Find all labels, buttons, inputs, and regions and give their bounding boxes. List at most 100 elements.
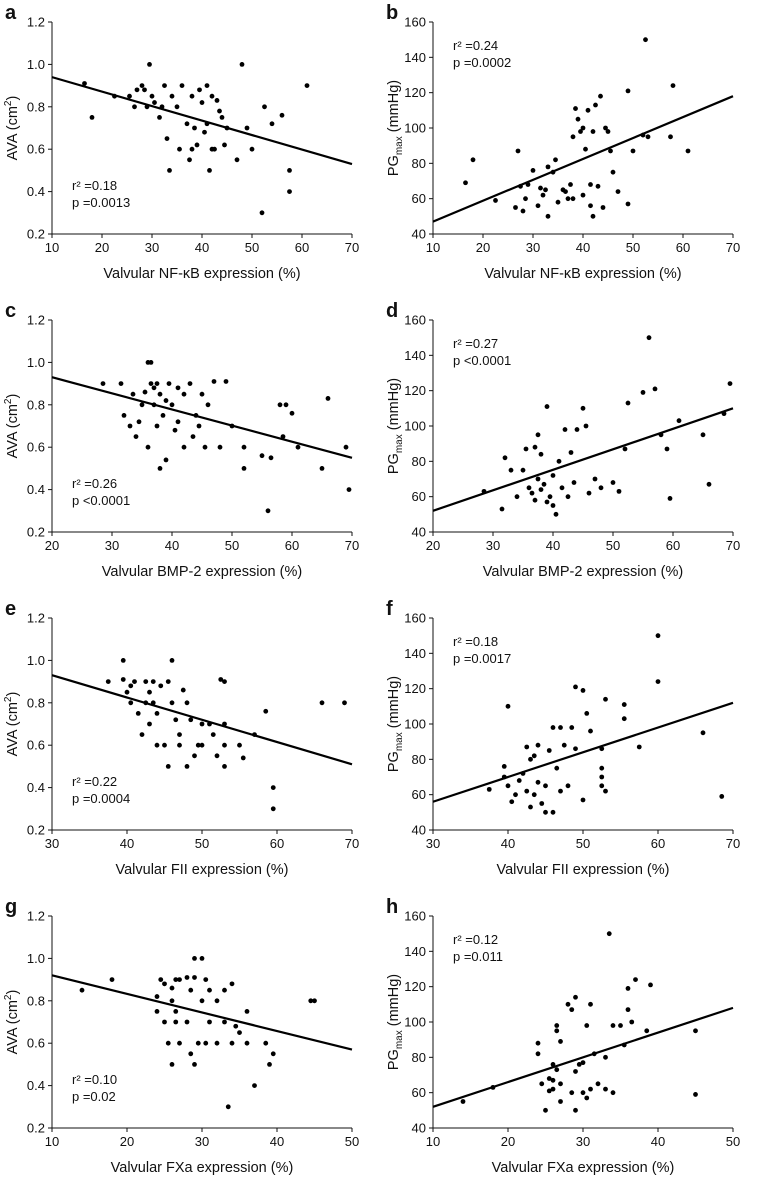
data-point: [603, 788, 608, 794]
data-point: [546, 1088, 552, 1094]
data-point: [608, 148, 613, 154]
y-tick-label: 40: [412, 227, 426, 242]
data-point: [173, 1009, 179, 1014]
x-tick-label: 30: [576, 1134, 590, 1149]
data-point: [546, 748, 552, 753]
data-point: [195, 742, 201, 748]
regression-line: [51, 974, 353, 1051]
data-point: [481, 488, 487, 494]
data-point: [535, 1040, 541, 1046]
data-point: [565, 783, 571, 789]
y-tick-label: 1.2: [27, 909, 45, 924]
y-axis-label-suffix: (mmHg): [386, 378, 402, 434]
y-tick-label: 60: [412, 787, 426, 802]
y-tick-label: 1.0: [27, 355, 45, 370]
data-point: [252, 1083, 257, 1088]
data-point: [556, 458, 562, 464]
data-point: [346, 487, 352, 492]
data-point: [535, 432, 541, 438]
y-tick-label: 0.2: [27, 1121, 45, 1136]
data-point: [188, 987, 194, 993]
data-point: [550, 1062, 556, 1067]
data-point: [169, 998, 175, 1004]
data-point: [583, 423, 589, 429]
data-point: [150, 700, 156, 706]
data-point: [270, 1051, 276, 1057]
data-point: [573, 1069, 578, 1074]
data-point: [149, 93, 155, 99]
regression-line: [51, 376, 353, 459]
data-point: [545, 164, 551, 170]
p-value-label: p =0.0013: [72, 195, 130, 210]
data-point: [158, 977, 164, 982]
data-point: [553, 157, 558, 163]
chart-a: a 0.2 0.4 0.6 0.8 1.0 1.2 10 20 30 40 50 60 70 Valvula…: [3, 2, 359, 282]
data-point: [610, 169, 616, 175]
data-point: [222, 1019, 227, 1025]
data-point: [219, 115, 225, 120]
regression-line: [432, 95, 734, 223]
data-point: [147, 62, 152, 67]
y-tick-label: 100: [404, 1015, 426, 1030]
data-point: [128, 700, 134, 706]
data-point: [625, 986, 631, 991]
data-point: [188, 717, 194, 723]
data-point: [222, 742, 227, 748]
data-point: [196, 423, 202, 429]
data-point: [181, 391, 187, 397]
panel-d: d 40 60 80 100 120 140 160 20 30 40 50 60 70 Valvular …: [381, 298, 762, 596]
data-point: [139, 83, 145, 88]
data-point: [139, 732, 145, 737]
data-point: [280, 434, 286, 439]
data-point: [162, 981, 167, 987]
data-point: [142, 87, 147, 93]
data-point: [600, 205, 606, 210]
x-tick-label: 70: [726, 538, 740, 553]
panel-label: e: [5, 598, 16, 620]
panel-g: g 0.2 0.4 0.6 0.8 1.0 1.2 10 20 30 40 50 Valvular FX…: [0, 894, 381, 1192]
data-point: [524, 788, 530, 794]
data-point: [162, 742, 167, 748]
data-point: [648, 982, 653, 988]
panel-c: c 0.2 0.4 0.6 0.8 1.0 1.2 20 30 40 50 60 70 Valvular …: [0, 298, 381, 596]
data-point: [195, 1040, 201, 1046]
data-point: [229, 423, 235, 429]
data-point: [535, 742, 541, 748]
data-point: [134, 87, 140, 93]
x-tick-label: 10: [426, 240, 440, 255]
data-point: [152, 100, 157, 105]
data-point: [558, 1039, 563, 1044]
data-point: [505, 703, 511, 709]
data-point: [569, 1090, 575, 1096]
data-point: [289, 410, 295, 416]
data-point: [520, 771, 526, 776]
data-point: [518, 183, 523, 189]
data-point: [543, 783, 548, 789]
data-point: [203, 977, 209, 982]
data-point: [486, 786, 492, 792]
data-point: [244, 1040, 250, 1046]
data-point: [523, 196, 528, 202]
data-point: [147, 721, 152, 727]
data-point: [190, 434, 196, 439]
data-point: [580, 405, 586, 411]
y-tick-label: 80: [412, 156, 426, 171]
data-point: [585, 107, 591, 113]
data-point: [513, 792, 518, 798]
data-point: [210, 732, 216, 737]
data-point: [546, 1076, 552, 1081]
data-point: [135, 711, 141, 716]
data-point: [207, 987, 212, 993]
regression-line: [432, 701, 734, 803]
x-tick-label: 70: [345, 240, 359, 255]
x-tick-label: 50: [576, 836, 590, 851]
data-point: [573, 106, 578, 111]
data-point: [265, 508, 271, 514]
data-point: [622, 446, 628, 452]
data-point: [547, 494, 553, 500]
data-point: [573, 684, 578, 690]
data-point: [573, 994, 578, 1000]
data-point: [584, 1095, 590, 1101]
data-point: [187, 157, 192, 163]
y-axis-label: AVA (cm2): [3, 692, 21, 757]
